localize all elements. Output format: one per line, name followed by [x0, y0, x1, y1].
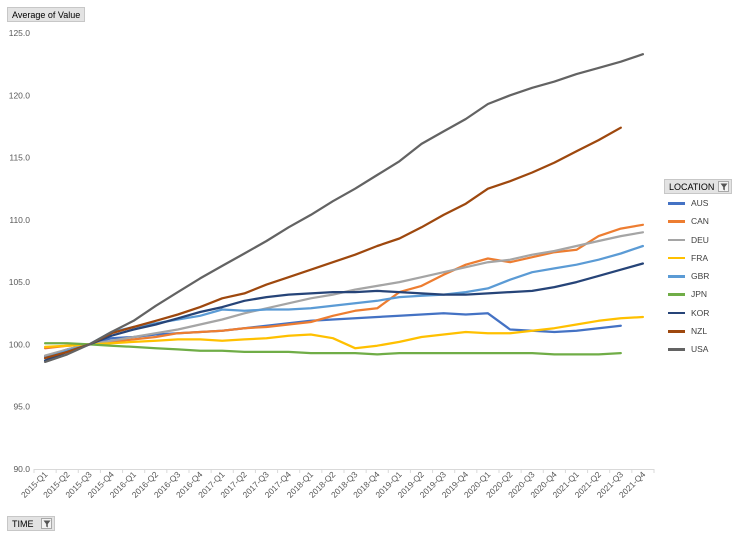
series-lines [43, 53, 645, 364]
series-line-deu [43, 231, 645, 357]
time-filter-button[interactable] [41, 518, 52, 529]
series-line-nzl [43, 126, 622, 360]
series-line-gbr [43, 244, 645, 360]
legend-label: GBR [691, 271, 710, 282]
location-filter-button[interactable] [718, 181, 729, 192]
legend-label: DEU [691, 234, 709, 245]
legend-swatch [668, 311, 685, 315]
series-line-kor [43, 262, 645, 362]
legend-label: CAN [691, 216, 709, 227]
legend-label: USA [691, 344, 709, 355]
legend-swatch [668, 275, 685, 278]
series-line-usa [43, 53, 645, 364]
series-line-aus [43, 312, 622, 359]
series-line-fra [43, 315, 645, 350]
y-axis-tick-label: 125.0 [9, 28, 31, 38]
legend-label: KOR [691, 307, 710, 318]
y-axis-tick-label: 115.0 [9, 153, 30, 163]
location-field-button[interactable]: LOCATION [664, 179, 732, 194]
y-axis-tick-label: 105.0 [9, 277, 31, 287]
funnel-filter-icon [43, 520, 51, 528]
y-axis-tick-labels: 90.0 95.0 100.0 105.0 110.0 115.0 120.0 125.0 [9, 28, 31, 474]
y-axis-tick-label: 110.0 [9, 215, 30, 225]
legend-swatch [668, 202, 685, 205]
legend-swatch [668, 293, 685, 296]
time-field-label: TIME [12, 519, 34, 529]
legend-label: FRA [691, 252, 708, 263]
legend-swatch [668, 220, 685, 223]
x-axis-tick-labels: 2015-Q12015-Q22015-Q32015-Q42016-Q12016-… [19, 469, 648, 500]
legend-swatch [668, 330, 685, 333]
value-field-label: Average of Value [12, 10, 81, 20]
y-axis-tick-label: 120.0 [9, 90, 31, 100]
legend-label: NZL [691, 326, 708, 337]
chart-axes [33, 469, 655, 473]
legend-label: JPN [691, 289, 708, 300]
location-field-label: LOCATION [669, 182, 715, 192]
y-axis-tick-label: 90.0 [13, 464, 30, 474]
legend-swatch [668, 256, 685, 260]
legend-swatch [668, 238, 685, 242]
legend-label: AUS [691, 198, 709, 208]
value-field-button[interactable]: Average of Value [7, 7, 86, 22]
series-line-can [43, 223, 645, 350]
funnel-filter-icon [720, 183, 728, 191]
y-axis-tick-label: 95.0 [13, 402, 30, 412]
series-line-jpn [43, 342, 622, 356]
y-axis-tick-label: 100.0 [9, 339, 31, 349]
legend-swatch [668, 348, 685, 351]
time-field-button[interactable]: TIME [7, 516, 55, 531]
